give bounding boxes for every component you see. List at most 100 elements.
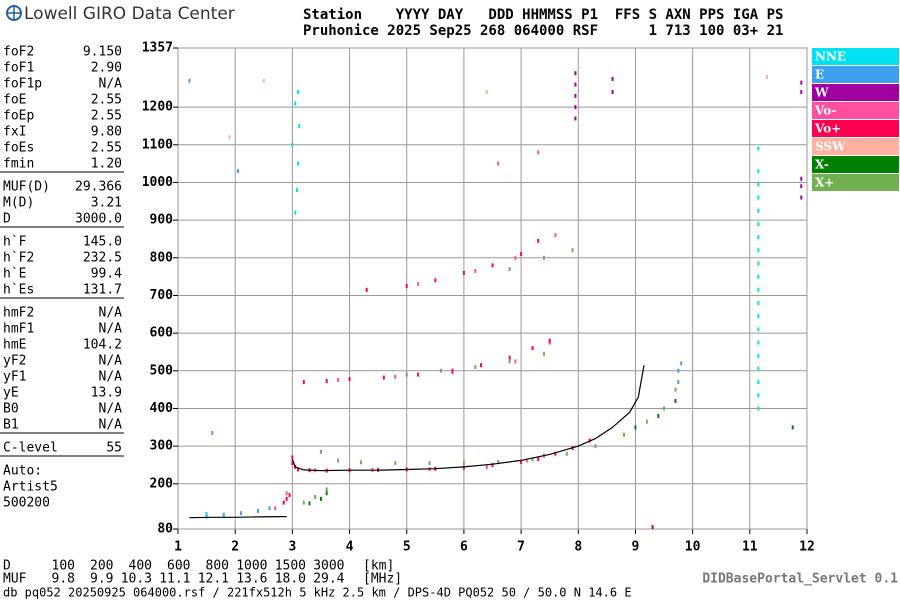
param-value: 55 xyxy=(106,441,122,456)
distance-value: 100 xyxy=(52,559,75,574)
y-tick-label: 1100 xyxy=(142,137,173,152)
header-line: Pruhonice 2025 Sep25 268 064000 RSF 1 71… xyxy=(303,23,783,39)
echo-point xyxy=(337,458,340,463)
legend-label: E xyxy=(815,68,824,82)
echo-point xyxy=(474,268,477,273)
echo-point xyxy=(663,406,666,411)
param-value: 13.9 xyxy=(91,386,122,401)
echo-point xyxy=(288,493,291,498)
param-name: foEp xyxy=(3,109,34,124)
echo-point xyxy=(319,449,322,454)
echo-point xyxy=(800,80,803,85)
param-value: 9.150 xyxy=(83,45,122,60)
echo-point xyxy=(757,366,760,371)
echo-point xyxy=(308,501,311,506)
echo-point xyxy=(800,195,803,200)
x-tick-label: 2 xyxy=(231,540,239,555)
echo-point xyxy=(757,248,760,253)
echo-point xyxy=(611,90,614,95)
x-tick-label: 3 xyxy=(288,540,296,555)
echo-point xyxy=(319,496,322,501)
echo-point xyxy=(757,146,760,151)
echo-point xyxy=(365,287,368,292)
echo-point xyxy=(294,210,297,215)
distance-value: 400 xyxy=(129,559,152,574)
param-name: h`Es xyxy=(3,283,34,298)
y-tick-label: 400 xyxy=(150,401,174,416)
param-name: foF1 xyxy=(3,61,34,76)
legend-swatch xyxy=(812,66,899,83)
echo-point xyxy=(574,82,577,87)
echo-point xyxy=(645,419,648,424)
echo-point xyxy=(282,500,285,505)
echo-point xyxy=(531,457,534,462)
echo-point xyxy=(565,451,568,456)
y-tick-label: 900 xyxy=(150,213,174,228)
legend-label: Vo+ xyxy=(814,122,841,136)
echo-point xyxy=(394,374,397,379)
param-name: yF1 xyxy=(3,370,26,385)
param-name: hmE xyxy=(3,338,26,353)
echo-point xyxy=(462,460,465,465)
distance-value: 1000 xyxy=(236,559,267,574)
trace-line xyxy=(189,365,645,519)
muf-label: MUF xyxy=(3,572,27,587)
legend-swatch xyxy=(812,48,899,65)
legend-swatch xyxy=(812,138,899,155)
param-name: fxI xyxy=(3,125,26,140)
muf-value: 10.3 xyxy=(121,572,152,587)
echo-point xyxy=(480,363,483,368)
echo-point xyxy=(531,346,534,351)
auto-text: Auto: xyxy=(3,464,42,479)
echo-point xyxy=(508,359,511,364)
param-value: N/A xyxy=(99,402,123,417)
param-value: 99.4 xyxy=(91,267,122,282)
echo-point xyxy=(394,461,397,466)
y-tick-label: 1000 xyxy=(142,175,173,190)
echo-point xyxy=(623,432,626,437)
param-value: N/A xyxy=(99,370,123,385)
echo-point xyxy=(285,496,288,501)
legend-label: X- xyxy=(815,158,829,172)
echo-point xyxy=(485,90,488,95)
echo-point xyxy=(325,487,328,492)
param-name: hmF1 xyxy=(3,322,34,337)
echo-point xyxy=(757,208,760,213)
param-value: 2.90 xyxy=(91,61,122,76)
echo-point xyxy=(434,278,437,283)
echo-point xyxy=(274,506,277,511)
servlet-label: DIDBasePortal_Servlet 0.1 xyxy=(702,572,898,587)
echo-point xyxy=(757,406,760,411)
echo-point xyxy=(451,368,454,373)
echo-point xyxy=(757,340,760,345)
distance-value: 3000 xyxy=(313,559,344,574)
param-value: 232.5 xyxy=(83,251,122,266)
echo-point xyxy=(491,263,494,268)
param-value: N/A xyxy=(99,306,123,321)
param-name: foF1p xyxy=(3,77,42,92)
x-tick-label: 5 xyxy=(403,540,411,555)
param-value: 29.366 xyxy=(75,180,122,195)
param-value: 2.55 xyxy=(91,141,122,156)
echo-point xyxy=(594,444,597,449)
header-line: Station YYYY DAY DDD HHMMSS P1 FFS S AXN… xyxy=(303,7,783,23)
echo-point xyxy=(757,393,760,398)
echo-point xyxy=(677,368,680,373)
echo-point xyxy=(574,116,577,121)
echo-point xyxy=(295,188,298,193)
echo-point xyxy=(188,78,191,83)
param-value: 3.21 xyxy=(91,196,122,211)
distance-label: D xyxy=(3,559,11,574)
echo-point xyxy=(757,287,760,292)
param-name: B0 xyxy=(3,402,19,417)
echo-point xyxy=(611,76,614,81)
param-name: yE xyxy=(3,386,19,401)
echo-point xyxy=(428,461,431,466)
echo-point xyxy=(314,494,317,499)
echo-point xyxy=(462,270,465,275)
echo-point xyxy=(348,377,351,382)
echo-point xyxy=(680,361,683,366)
param-value: 1.20 xyxy=(91,157,122,172)
echo-point xyxy=(417,372,420,377)
footer: db pq052 20250925 064000.rsf / 221fx512h… xyxy=(3,586,632,600)
